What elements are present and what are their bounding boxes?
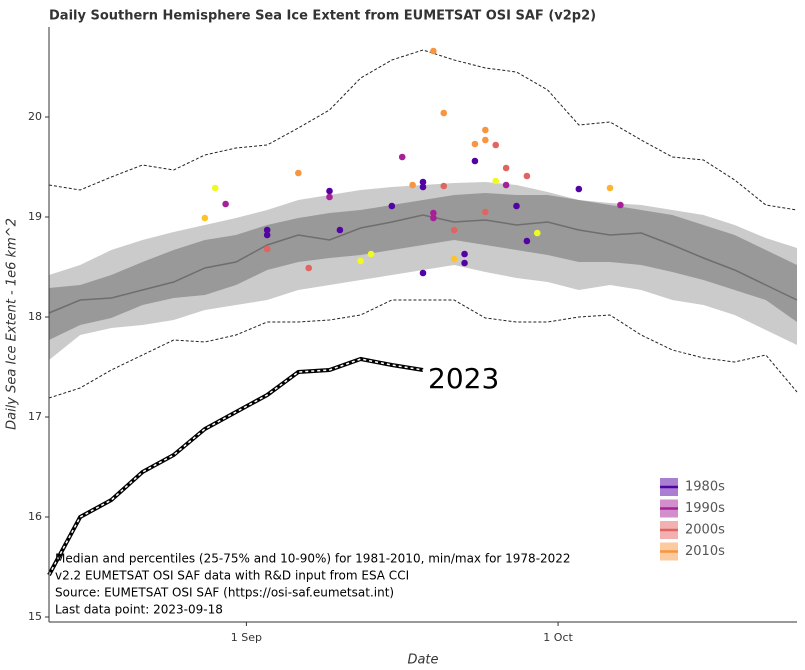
- decade-point: [471, 157, 479, 165]
- note: Source: EUMETSAT OSI SAF (https://osi-sa…: [55, 586, 394, 600]
- median-line: [48, 214, 798, 314]
- decade-point: [575, 185, 583, 193]
- decade-point: [606, 184, 614, 192]
- decade-point: [533, 229, 541, 237]
- note: Median and percentiles (25-75% and 10-90…: [55, 552, 571, 566]
- decade-point: [450, 255, 458, 263]
- decade-point: [367, 250, 375, 258]
- decade-point: [440, 109, 448, 117]
- decade-point: [430, 47, 437, 55]
- max-line: [48, 49, 798, 211]
- decade-point: [492, 177, 500, 185]
- decade-point: [305, 264, 313, 272]
- decade-point: [263, 245, 271, 253]
- decade-point: [419, 183, 427, 191]
- decade-point: [336, 226, 344, 234]
- decade-point: [326, 187, 333, 195]
- legend-label: 1980s: [685, 480, 725, 495]
- decade-point: [440, 182, 448, 190]
- decade-point: [398, 153, 406, 161]
- decade-point: [482, 208, 489, 216]
- decade-point: [388, 202, 396, 210]
- decade-point: [295, 169, 302, 177]
- decade-point: [523, 237, 531, 245]
- decade-point: [492, 141, 500, 149]
- decade-point: [502, 164, 510, 172]
- decade-point: [471, 140, 479, 148]
- x-tick-label: 1 Oct: [543, 631, 573, 644]
- decade-point: [222, 200, 229, 208]
- decade-point: [430, 214, 437, 222]
- decade-point: [326, 193, 333, 201]
- year-line-dash: [48, 358, 424, 576]
- decade-point: [357, 257, 364, 265]
- y-tick-label: 16: [28, 510, 42, 523]
- decade-point: [617, 201, 624, 209]
- y-axis-label: Daily Sea Ice Extent - 1e6 km^2: [5, 218, 20, 430]
- chart-title: Daily Southern Hemisphere Sea Ice Extent…: [49, 9, 596, 24]
- year-line: [47, 356, 424, 576]
- note: Last data point: 2023-09-18: [55, 603, 223, 617]
- band-25-75: [49, 193, 797, 340]
- decade-point: [419, 178, 427, 186]
- decade-point: [263, 231, 271, 239]
- legend-label: 2010s: [685, 544, 725, 559]
- y-tick-label: 19: [28, 210, 42, 223]
- decade-point: [430, 209, 437, 217]
- decade-point: [482, 136, 489, 144]
- note: v2.2 EUMETSAT OSI SAF data with R&D inpu…: [55, 569, 409, 583]
- decade-point: [450, 226, 458, 234]
- x-axis-label: Date: [407, 653, 438, 668]
- decade-point: [461, 259, 468, 267]
- legend-label: 2000s: [685, 523, 725, 538]
- decade-point: [409, 181, 416, 189]
- min-line: [48, 299, 798, 399]
- x-tick-label: 1 Sep: [231, 631, 262, 644]
- y-tick-label: 18: [28, 310, 42, 323]
- decade-point: [201, 214, 209, 222]
- decade-point: [513, 202, 520, 210]
- decade-point: [419, 269, 427, 277]
- decade-point: [211, 184, 219, 192]
- legend-label: 1990s: [685, 501, 725, 516]
- decade-point: [523, 172, 531, 180]
- decade-point: [502, 181, 510, 189]
- decade-point: [461, 250, 468, 258]
- y-tick-label: 15: [28, 610, 42, 623]
- y-tick-label: 20: [28, 110, 42, 123]
- decade-point: [482, 126, 489, 134]
- year-annotation: 2023: [428, 362, 499, 395]
- decade-point: [263, 226, 271, 234]
- y-tick-label: 17: [28, 410, 42, 423]
